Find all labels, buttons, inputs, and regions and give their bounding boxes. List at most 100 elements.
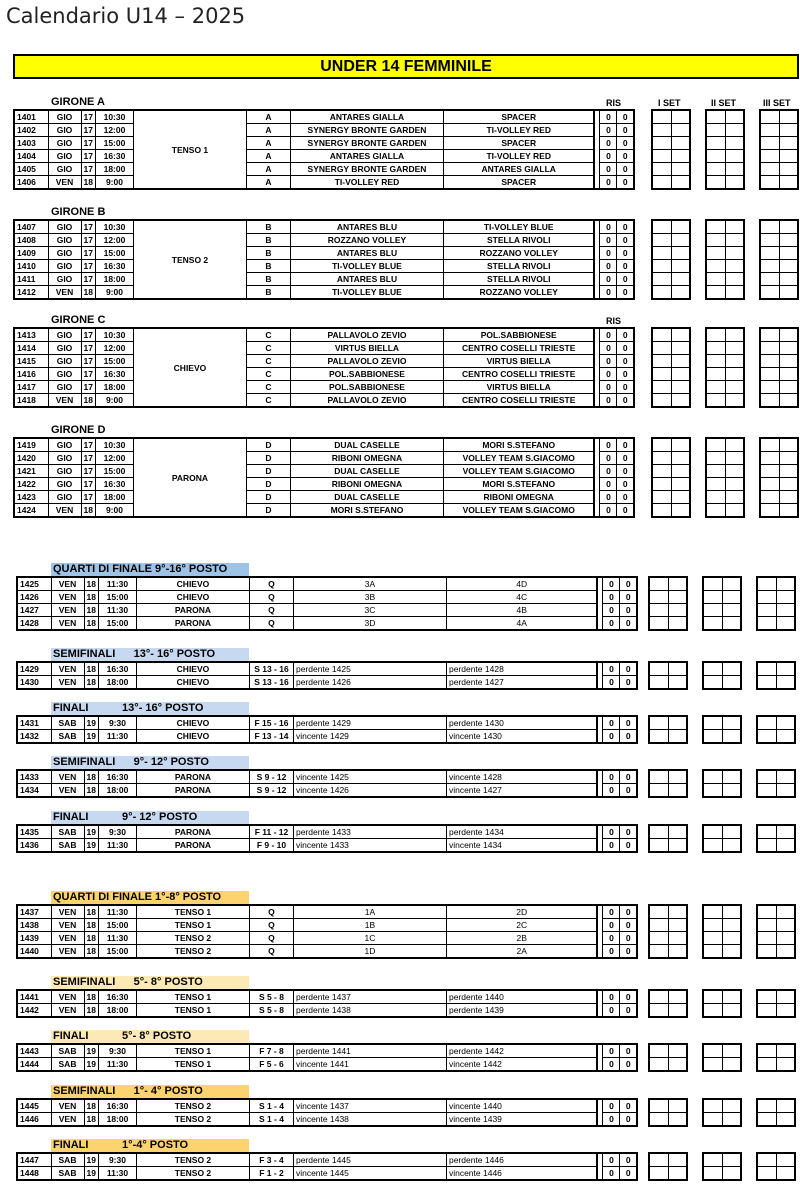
set-score-away-cell[interactable] [721, 931, 742, 945]
set-1-score-grid[interactable] [648, 904, 688, 959]
score-away[interactable]: 0 [616, 233, 635, 247]
score-away[interactable]: 0 [619, 675, 638, 690]
set-score-away-cell[interactable] [721, 1152, 742, 1167]
set-score-home-cell[interactable] [702, 944, 723, 959]
set-score-home-cell[interactable] [759, 354, 780, 368]
set-score-away-cell[interactable] [778, 393, 799, 408]
score-away[interactable]: 0 [616, 393, 635, 408]
set-score-away-cell[interactable] [775, 1166, 796, 1181]
set-score-home-cell[interactable] [648, 931, 669, 945]
set-score-away-cell[interactable] [670, 175, 691, 190]
score-away[interactable]: 0 [619, 1098, 638, 1113]
set-1-score-grid[interactable] [648, 715, 688, 744]
set-3-score-grid[interactable] [756, 989, 796, 1018]
set-score-away-cell[interactable] [778, 490, 799, 504]
set-1-score-grid[interactable] [651, 437, 691, 518]
set-score-away-cell[interactable] [667, 576, 688, 591]
set-score-away-cell[interactable] [667, 729, 688, 744]
set-score-away-cell[interactable] [775, 590, 796, 604]
set-score-home-cell[interactable] [702, 918, 723, 932]
set-score-home-cell[interactable] [705, 123, 726, 137]
set-score-away-cell[interactable] [670, 354, 691, 368]
set-score-home-cell[interactable] [648, 603, 669, 617]
set-score-away-cell[interactable] [778, 354, 799, 368]
set-score-home-cell[interactable] [759, 451, 780, 465]
set-score-home-cell[interactable] [648, 590, 669, 604]
set-score-home-cell[interactable] [705, 341, 726, 355]
set-score-home-cell[interactable] [651, 219, 672, 234]
set-score-away-cell[interactable] [721, 616, 742, 631]
set-score-home-cell[interactable] [756, 944, 777, 959]
set-score-home-cell[interactable] [705, 246, 726, 260]
set-score-away-cell[interactable] [724, 451, 745, 465]
score-home[interactable]: 0 [599, 393, 618, 408]
set-score-away-cell[interactable] [667, 661, 688, 676]
set-score-away-cell[interactable] [667, 1057, 688, 1072]
set-score-home-cell[interactable] [651, 380, 672, 394]
score-home[interactable]: 0 [599, 219, 618, 234]
set-score-home-cell[interactable] [651, 490, 672, 504]
set-score-away-cell[interactable] [667, 783, 688, 798]
score-home[interactable]: 0 [599, 327, 618, 342]
set-score-home-cell[interactable] [759, 246, 780, 260]
set-score-away-cell[interactable] [778, 219, 799, 234]
score-home[interactable]: 0 [602, 590, 621, 604]
set-score-away-cell[interactable] [721, 1166, 742, 1181]
set-score-away-cell[interactable] [778, 109, 799, 124]
set-score-away-cell[interactable] [667, 944, 688, 959]
score-home[interactable]: 0 [602, 944, 621, 959]
score-away[interactable]: 0 [619, 590, 638, 604]
set-score-home-cell[interactable] [705, 272, 726, 286]
set-score-home-cell[interactable] [759, 437, 780, 452]
set-score-home-cell[interactable] [648, 1057, 669, 1072]
set-score-away-cell[interactable] [670, 437, 691, 452]
set-score-home-cell[interactable] [756, 904, 777, 919]
set-score-home-cell[interactable] [648, 729, 669, 744]
set-score-away-cell[interactable] [778, 367, 799, 381]
set-score-away-cell[interactable] [721, 918, 742, 932]
score-away[interactable]: 0 [619, 904, 638, 919]
set-score-away-cell[interactable] [778, 464, 799, 478]
set-score-away-cell[interactable] [778, 437, 799, 452]
set-score-away-cell[interactable] [724, 367, 745, 381]
set-score-home-cell[interactable] [651, 503, 672, 518]
set-3-score-grid[interactable] [759, 109, 799, 190]
score-away[interactable]: 0 [619, 661, 638, 676]
set-score-away-cell[interactable] [775, 1112, 796, 1127]
score-away[interactable]: 0 [619, 838, 638, 853]
set-1-score-grid[interactable] [648, 1043, 688, 1072]
set-score-away-cell[interactable] [724, 437, 745, 452]
score-away[interactable]: 0 [616, 272, 635, 286]
set-score-home-cell[interactable] [651, 393, 672, 408]
set-score-home-cell[interactable] [702, 769, 723, 784]
score-away[interactable]: 0 [619, 769, 638, 784]
set-score-home-cell[interactable] [759, 327, 780, 342]
set-score-away-cell[interactable] [778, 162, 799, 176]
set-score-away-cell[interactable] [721, 1003, 742, 1018]
score-away[interactable]: 0 [619, 824, 638, 839]
set-score-away-cell[interactable] [670, 219, 691, 234]
set-score-home-cell[interactable] [705, 136, 726, 150]
set-score-home-cell[interactable] [651, 272, 672, 286]
score-home[interactable]: 0 [599, 136, 618, 150]
set-3-score-grid[interactable] [759, 327, 799, 408]
set-score-home-cell[interactable] [702, 661, 723, 676]
set-score-home-cell[interactable] [705, 149, 726, 163]
set-score-home-cell[interactable] [705, 490, 726, 504]
set-score-home-cell[interactable] [651, 341, 672, 355]
set-score-home-cell[interactable] [705, 503, 726, 518]
set-score-away-cell[interactable] [775, 675, 796, 690]
set-score-home-cell[interactable] [702, 1098, 723, 1113]
set-score-away-cell[interactable] [670, 490, 691, 504]
set-score-away-cell[interactable] [724, 149, 745, 163]
set-score-away-cell[interactable] [670, 451, 691, 465]
score-home[interactable]: 0 [599, 162, 618, 176]
set-score-away-cell[interactable] [724, 272, 745, 286]
set-3-score-grid[interactable] [756, 904, 796, 959]
set-score-home-cell[interactable] [705, 285, 726, 300]
set-score-away-cell[interactable] [775, 603, 796, 617]
set-score-away-cell[interactable] [724, 246, 745, 260]
set-score-away-cell[interactable] [670, 380, 691, 394]
set-score-home-cell[interactable] [702, 616, 723, 631]
set-score-away-cell[interactable] [667, 918, 688, 932]
